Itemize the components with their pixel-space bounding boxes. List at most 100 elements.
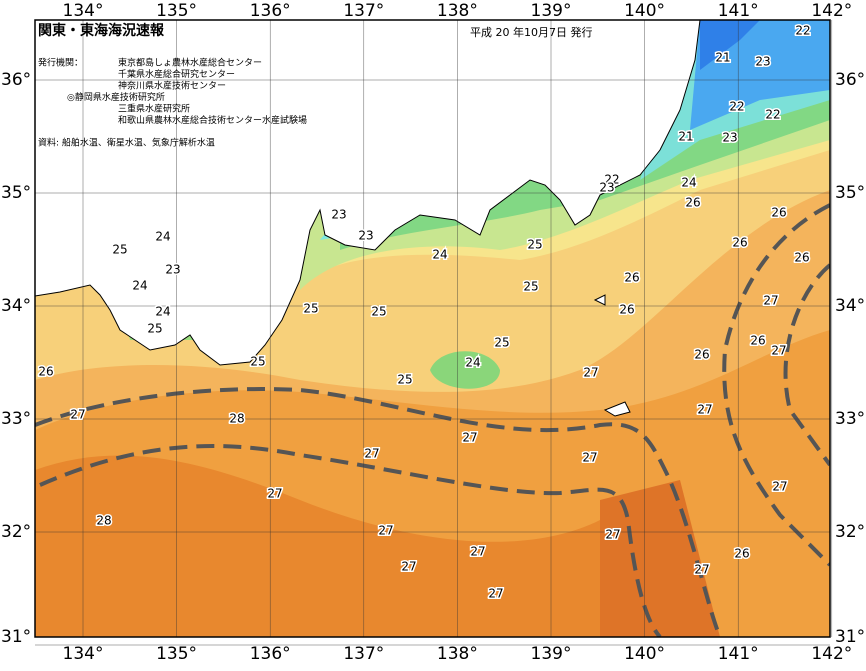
contour-label: 23 <box>165 263 180 277</box>
lon-label-top: 140° <box>624 1 665 21</box>
lon-label-top: 138° <box>437 1 478 21</box>
contour-label: 25 <box>371 305 386 319</box>
contour-label: 26 <box>694 348 709 362</box>
lon-label-top: 136° <box>250 1 291 21</box>
lat-label-left: 31° <box>1 627 31 647</box>
contour-label: 24 <box>432 248 447 262</box>
contour-label: 26 <box>794 251 809 265</box>
lon-label-bottom: 138° <box>437 644 478 664</box>
contour-label: 25 <box>303 302 318 316</box>
map-frame <box>34 19 831 638</box>
lon-label-top: 139° <box>531 1 572 21</box>
contour-label: 25 <box>494 336 509 350</box>
contour-label: 27 <box>364 447 379 461</box>
contour-label: 26 <box>771 206 786 220</box>
contour-label: 27 <box>772 480 787 494</box>
lon-label-bottom: 142° <box>811 644 852 664</box>
lon-label-bottom: 140° <box>624 644 665 664</box>
lon-label-bottom: 135° <box>156 644 197 664</box>
issuer: 和歌山県農林水産総合技術センター水産試験場 <box>118 114 307 126</box>
lon-label-top: 135° <box>156 1 197 21</box>
source: 資料: 船舶水温、衛星水温、気象庁解析水温 <box>38 137 215 149</box>
contour-label: 27 <box>763 294 778 308</box>
issuer: 千葉県水産総合研究センター <box>118 68 235 80</box>
lon-label-top: 141° <box>718 1 759 21</box>
issuer: 東京都島しょ農林水産総合センター <box>118 57 262 69</box>
contour-label: 26 <box>685 196 700 210</box>
issue-date: 平成 20 年10月7日 発行 <box>470 25 592 39</box>
contour-label: 22 <box>604 173 619 187</box>
issuer-label: 発行機関： <box>38 57 83 69</box>
lat-label-left: 33° <box>1 409 31 429</box>
contour-label: 27 <box>401 560 416 574</box>
sea-temperature-field <box>35 20 830 637</box>
lon-label-top: 137° <box>343 1 384 21</box>
contour-label: 24 <box>155 305 170 319</box>
contour-label: 26 <box>732 236 747 250</box>
current-path <box>35 203 830 637</box>
contour-label: 27 <box>470 545 485 559</box>
issuer: 神奈川県水産技術センター <box>118 80 226 92</box>
lat-label-left: 36° <box>1 70 31 90</box>
lat-label-right: 35° <box>835 183 865 203</box>
contour-label: 27 <box>462 431 477 445</box>
lat-label-left: 34° <box>1 296 31 316</box>
lon-label-bottom: 139° <box>531 644 572 664</box>
lon-label-top: 142° <box>811 1 852 21</box>
contour-label: 26 <box>38 365 53 379</box>
contour-label: 27 <box>267 487 282 501</box>
contour-label: 23 <box>599 181 614 195</box>
contour-label: 24 <box>681 176 696 190</box>
contour-label: 24 <box>132 279 147 293</box>
lon-label-bottom: 134° <box>63 644 104 664</box>
contour-label: 27 <box>583 366 598 380</box>
contour-label: 23 <box>722 131 737 145</box>
contour-label: 27 <box>582 451 597 465</box>
contour-label: 27 <box>694 563 709 577</box>
lon-label-bottom: 136° <box>250 644 291 664</box>
contour-label: 28 <box>96 514 111 528</box>
lon-label-top: 134° <box>63 1 104 21</box>
contour-label: 21 <box>678 130 693 144</box>
lat-label-right: 31° <box>835 627 865 647</box>
contour-label: 27 <box>488 587 503 601</box>
contour-label: 23 <box>755 55 770 69</box>
graticule <box>35 20 832 646</box>
contour-label: 25 <box>527 238 542 252</box>
issuer: ◎静岡県水産技術研究所 <box>67 91 165 103</box>
contour-label: 21 <box>715 51 730 65</box>
contour-label: 22 <box>729 100 744 114</box>
contour-label: 22 <box>795 24 810 38</box>
contour-label: 27 <box>378 524 393 538</box>
issuer: 三重県水産研究所 <box>118 103 190 115</box>
lon-label-bottom: 141° <box>718 644 759 664</box>
contour-label: 26 <box>734 547 749 561</box>
lon-label-bottom: 137° <box>343 644 384 664</box>
contour-label: 23 <box>358 229 373 243</box>
contour-label: 26 <box>624 271 639 285</box>
contour-label: 27 <box>697 403 712 417</box>
contour-label: 26 <box>750 334 765 348</box>
lat-label-right: 32° <box>835 522 865 542</box>
contour-label: 25 <box>112 243 127 257</box>
lat-label-right: 33° <box>835 409 865 429</box>
lat-label-right: 34° <box>835 296 865 316</box>
contour-label: 24 <box>465 356 480 370</box>
contour-label: 25 <box>523 280 538 294</box>
contour-label: 27 <box>605 528 620 542</box>
contour-label: 28 <box>229 412 244 426</box>
lat-label-left: 35° <box>1 183 31 203</box>
title: 関東・東海海況速報 <box>38 22 165 39</box>
contour-label: 26 <box>619 303 634 317</box>
contour-label: 22 <box>765 108 780 122</box>
contour-label: 25 <box>250 355 265 369</box>
contour-label: 25 <box>147 322 162 336</box>
lat-label-right: 36° <box>835 70 865 90</box>
contour-label: 27 <box>70 408 85 422</box>
contour-label: 25 <box>397 373 412 387</box>
lat-label-left: 32° <box>1 522 31 542</box>
contour-label: 23 <box>331 208 346 222</box>
